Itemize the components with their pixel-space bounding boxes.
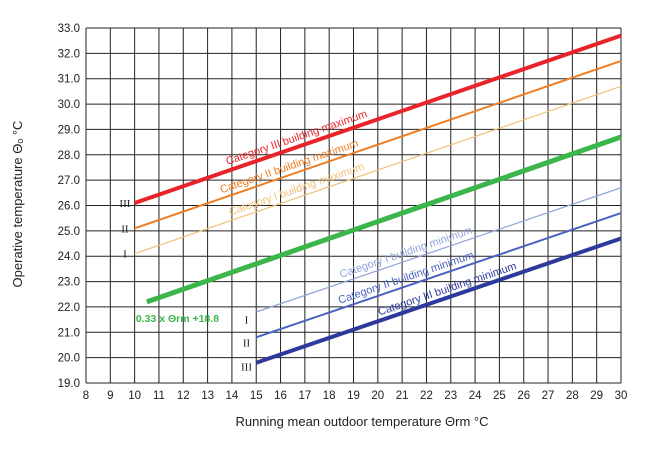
x-tick-label: 29 [590, 390, 603, 402]
category-mark-lower: III [241, 362, 252, 374]
series-line [256, 187, 622, 313]
x-tick-label: 19 [347, 390, 360, 402]
y-tick-label: 27.0 [58, 175, 80, 187]
x-tick-label: 23 [444, 390, 457, 402]
x-tick-label: 13 [201, 390, 214, 402]
x-tick-label: 15 [250, 390, 263, 402]
series-line [133, 33, 622, 205]
x-tick-label: 16 [274, 390, 287, 402]
series-line [145, 134, 622, 305]
x-tick-label: 17 [298, 390, 311, 402]
category-mark-upper: I [123, 249, 127, 261]
x-axis-ticks: 8 9 10 11 12 13 14 15 16 17 18 19 20 21 22 23 24 25 26 27 28… [83, 390, 628, 402]
grid [85, 27, 622, 384]
series-line [255, 236, 622, 365]
x-tick-label: 20 [371, 390, 384, 402]
category-mark-lower: II [243, 337, 251, 349]
y-tick-label: 20.0 [58, 353, 80, 365]
x-tick-label: 14 [226, 390, 239, 402]
x-tick-label: 12 [177, 390, 190, 402]
y-tick-label: 33.0 [58, 23, 80, 35]
y-tick-label: 31.0 [58, 74, 80, 86]
y-tick-label: 24.0 [58, 251, 80, 263]
x-tick-label: 27 [542, 390, 555, 402]
category-mark-lower: I [245, 315, 249, 327]
series-line [134, 60, 622, 230]
category-mark-upper: II [121, 223, 129, 235]
x-tick-label: 26 [517, 390, 530, 402]
y-tick-label: 22.0 [58, 302, 80, 314]
series-line [134, 85, 622, 255]
x-tick-label: 22 [420, 390, 433, 402]
x-tick-label: 18 [323, 390, 336, 402]
series-lines [133, 33, 622, 365]
y-tick-label: 28.0 [58, 150, 80, 162]
y-tick-label: 25.0 [58, 226, 80, 238]
x-tick-label: 21 [396, 390, 409, 402]
x-axis-title: Running mean outdoor temperature Θrm °C [235, 414, 488, 429]
y-tick-label: 29.0 [58, 124, 80, 136]
x-tick-label: 10 [128, 390, 141, 402]
y-tick-label: 32.0 [58, 48, 80, 60]
x-tick-label: 28 [566, 390, 579, 402]
y-axis-title: Operative temperature Θₒ °C [10, 121, 25, 288]
x-tick-label: 9 [107, 390, 113, 402]
series-line [255, 212, 622, 339]
y-tick-label: 30.0 [58, 99, 80, 111]
y-tick-label: 19.0 [58, 378, 80, 390]
y-tick-label: 23.0 [58, 277, 80, 289]
x-tick-label: 8 [83, 390, 89, 402]
x-tick-label: 25 [493, 390, 506, 402]
formula-label: 0.33 x Θrm +18.8 [136, 313, 219, 325]
x-tick-label: 24 [469, 390, 482, 402]
y-axis-ticks: 19.0 20.0 21.0 22.0 23.0 24.0 25.0 26.0 27.0 28.0… [58, 23, 80, 390]
category-mark-upper: III [119, 198, 130, 210]
x-tick-label: 11 [153, 390, 165, 402]
y-tick-label: 26.0 [58, 201, 80, 213]
x-tick-label: 30 [615, 390, 628, 402]
y-tick-label: 21.0 [58, 327, 80, 339]
